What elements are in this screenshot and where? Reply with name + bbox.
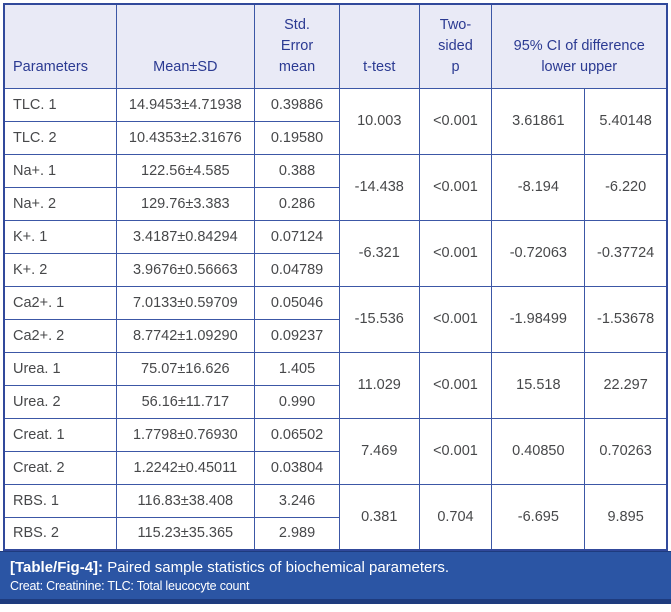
std-error-cell: 0.03804 [254, 450, 340, 485]
mean-sd-cell: 115.23±35.365 [115, 516, 256, 551]
p-value-cell: <0.001 [418, 285, 493, 353]
table-row: Creat. 1 1.7798±0.76930 0.06502 7.469 <0.001… [3, 417, 668, 485]
param-cell: Creat. 2 [3, 450, 117, 485]
mean-sd-cell: 3.4187±0.84294 [115, 219, 256, 254]
p-value-cell: 0.704 [418, 483, 493, 551]
t-test-cell: -6.321 [338, 219, 420, 287]
col-header-t-test: t-test [338, 3, 420, 89]
paired-sample-statistics-table: Parameters Mean±SD Std. Error mean t-tes… [3, 3, 668, 551]
param-cell: RBS. 2 [3, 516, 117, 551]
param-cell: Na+. 1 [3, 153, 117, 188]
std-error-cell: 0.19580 [254, 120, 340, 155]
ci-lower-cell: -0.72063 [491, 219, 586, 287]
mean-sd-cell: 10.4353±2.31676 [115, 120, 256, 155]
std-error-cell: 1.405 [254, 351, 340, 386]
t-test-cell: 7.469 [338, 417, 420, 485]
col-header-mean-sd: Mean±SD [115, 3, 256, 89]
param-cell: Urea. 1 [3, 351, 117, 386]
table-row: RBS. 2 115.23±35.365 2.989 [3, 516, 667, 551]
ci-lower-cell: -6.695 [491, 483, 586, 551]
ci-lower-cell: -1.98499 [491, 285, 586, 353]
table-row: Na+. 1 122.56±4.585 0.388 -14.438 <0.001 -8.1… [3, 153, 668, 221]
table-row: K+. 2 3.9676±0.56663 0.04789 [3, 252, 667, 287]
std-error-cell: 0.04789 [254, 252, 340, 287]
mean-sd-cell: 1.2242±0.45011 [115, 450, 256, 485]
mean-sd-cell: 56.16±11.717 [115, 384, 256, 419]
p-value-cell: <0.001 [418, 417, 493, 485]
param-cell: TLC. 1 [3, 87, 117, 122]
table-row: Na+. 2 129.76±3.383 0.286 [3, 186, 667, 221]
col-header-two-sided-p: Two- sided p [418, 3, 493, 89]
param-cell: RBS. 1 [3, 483, 117, 518]
table-row: TLC. 2 10.4353±2.31676 0.19580 [3, 120, 667, 155]
table-row: Urea. 1 75.07±16.626 1.405 11.029 <0.001 15.5… [3, 351, 668, 419]
mean-sd-cell: 116.83±38.408 [115, 483, 256, 518]
p-value-cell: <0.001 [418, 351, 493, 419]
table-header-row: Parameters Mean±SD Std. Error mean t-tes… [3, 3, 668, 89]
param-cell: Creat. 1 [3, 417, 117, 452]
ci-lower-cell: 0.40850 [491, 417, 586, 485]
figure-caption: [Table/Fig-4]: Paired sample statistics … [10, 559, 671, 578]
table-row: Ca2+. 2 8.7742±1.09290 0.09237 [3, 318, 667, 353]
figure-caption-bar: [Table/Fig-4]: Paired sample statistics … [0, 551, 671, 604]
table-body: TLC. 1 14.9453±4.71938 0.39886 10.003 <0.001… [3, 87, 668, 551]
mean-sd-cell: 8.7742±1.09290 [115, 318, 256, 353]
param-cell: K+. 1 [3, 219, 117, 254]
ci-lower-cell: 3.61861 [491, 87, 586, 155]
param-cell: Na+. 2 [3, 186, 117, 221]
param-cell: Urea. 2 [3, 384, 117, 419]
param-cell: TLC. 2 [3, 120, 117, 155]
ci-upper-cell: 9.895 [584, 483, 668, 551]
std-error-cell: 2.989 [254, 516, 340, 551]
ci-upper-cell: 22.297 [584, 351, 668, 419]
mean-sd-cell: 75.07±16.626 [115, 351, 256, 386]
ci-upper-cell: 5.40148 [584, 87, 668, 155]
std-error-cell: 0.388 [254, 153, 340, 188]
ci-lower-cell: -8.194 [491, 153, 586, 221]
col-header-parameters: Parameters [3, 3, 117, 89]
p-value-cell: <0.001 [418, 87, 493, 155]
ci-upper-cell: -6.220 [584, 153, 668, 221]
t-test-cell: 11.029 [338, 351, 420, 419]
std-error-cell: 0.09237 [254, 318, 340, 353]
figure-footnote: Creat: Creatinine: TLC: Total leucocyte … [10, 578, 250, 593]
t-test-cell: -14.438 [338, 153, 420, 221]
p-value-cell: <0.001 [418, 219, 493, 287]
std-error-cell: 0.06502 [254, 417, 340, 452]
param-cell: Ca2+. 2 [3, 318, 117, 353]
figure-caption-label: [Table/Fig-4]: [10, 559, 104, 576]
ci-lower-cell: 15.518 [491, 351, 586, 419]
t-test-cell: 10.003 [338, 87, 420, 155]
table-row: RBS. 1 116.83±38.408 3.246 0.381 0.704 -6.695… [3, 483, 668, 551]
mean-sd-cell: 14.9453±4.71938 [115, 87, 256, 122]
mean-sd-cell: 1.7798±0.76930 [115, 417, 256, 452]
param-cell: K+. 2 [3, 252, 117, 287]
col-header-std-error: Std. Error mean [254, 3, 340, 89]
std-error-cell: 0.07124 [254, 219, 340, 254]
std-error-cell: 0.990 [254, 384, 340, 419]
t-test-cell: 0.381 [338, 483, 420, 551]
table-row: Ca2+. 1 7.0133±0.59709 0.05046 -15.536 <0.00… [3, 285, 668, 353]
mean-sd-cell: 122.56±4.585 [115, 153, 256, 188]
p-value-cell: <0.001 [418, 153, 493, 221]
std-error-cell: 0.05046 [254, 285, 340, 320]
ci-upper-cell: -0.37724 [584, 219, 668, 287]
mean-sd-cell: 3.9676±0.56663 [115, 252, 256, 287]
table-row: TLC. 1 14.9453±4.71938 0.39886 10.003 <0.001… [3, 87, 668, 155]
figure-caption-text: Paired sample statistics of biochemical … [103, 559, 450, 576]
table-row: K+. 1 3.4187±0.84294 0.07124 -6.321 <0.001 -0… [3, 219, 668, 287]
param-cell: Ca2+. 1 [3, 285, 117, 320]
std-error-cell: 0.39886 [254, 87, 340, 122]
t-test-cell: -15.536 [338, 285, 420, 353]
ci-upper-cell: 0.70263 [584, 417, 668, 485]
std-error-cell: 0.286 [254, 186, 340, 221]
ci-upper-cell: -1.53678 [584, 285, 668, 353]
col-header-95ci: 95% CI of difference lower upper [491, 3, 668, 89]
mean-sd-cell: 7.0133±0.59709 [115, 285, 256, 320]
table-row: Urea. 2 56.16±11.717 0.990 [3, 384, 667, 419]
table-figure: Parameters Mean±SD Std. Error mean t-tes… [3, 3, 668, 551]
mean-sd-cell: 129.76±3.383 [115, 186, 256, 221]
std-error-cell: 3.246 [254, 483, 340, 518]
